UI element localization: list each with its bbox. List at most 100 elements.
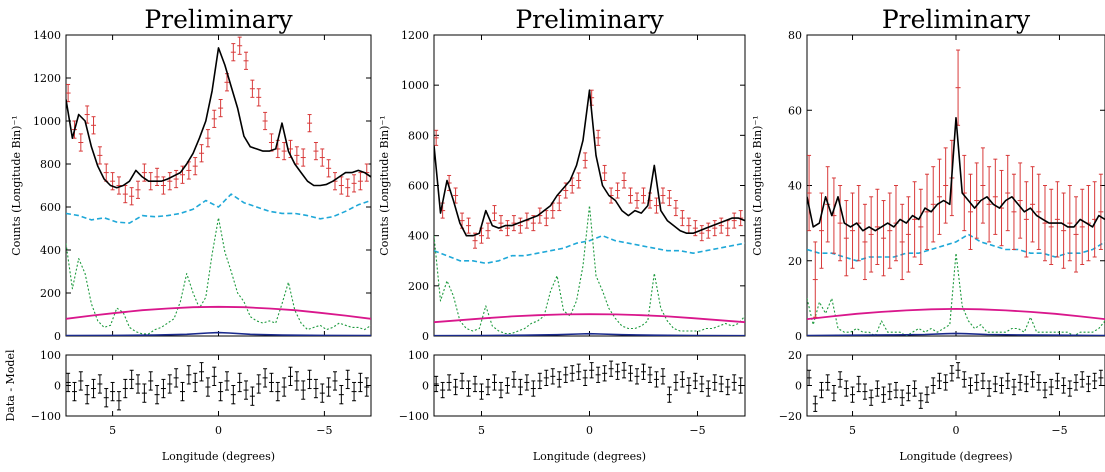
residual-point	[332, 371, 338, 391]
data-point	[453, 187, 459, 204]
component-curve	[807, 307, 1105, 320]
residual-point	[930, 377, 936, 394]
residual-point	[621, 362, 627, 379]
x-tick-label: −5	[689, 424, 705, 437]
data-point	[511, 215, 517, 232]
residual-point	[686, 377, 692, 394]
chart-panel-3: Preliminary 0 20 40 60 80 Counts (Longitude Bi…	[751, 5, 1105, 463]
data-point	[999, 169, 1005, 247]
residual-point	[936, 372, 942, 390]
data-point	[154, 167, 160, 186]
residual-point	[537, 372, 543, 390]
data-point	[725, 220, 731, 237]
data-point	[974, 162, 980, 239]
component-curve	[434, 234, 745, 265]
residual-point	[192, 372, 198, 393]
data-point	[628, 187, 634, 204]
residual-point	[179, 381, 185, 402]
residual-y-tick-label: 100	[408, 349, 429, 362]
total-model-curve	[807, 117, 1105, 232]
residual-point	[634, 368, 640, 385]
data-point	[313, 142, 319, 161]
data-point	[78, 133, 84, 152]
residual-point	[602, 365, 608, 382]
x-tick-label: 0	[215, 424, 222, 437]
plot-area	[807, 49, 1105, 336]
residual-point	[679, 371, 685, 388]
residual-point	[1005, 372, 1011, 390]
data-point	[640, 187, 646, 204]
residual-point	[1023, 375, 1029, 393]
data-point	[122, 185, 128, 204]
x-tick-label: −5	[316, 424, 332, 437]
component-curve	[434, 205, 745, 335]
residual-point	[326, 377, 332, 397]
residual-point	[275, 381, 281, 402]
residual-point	[218, 381, 224, 402]
residual-y-axis-label: Data - Model	[4, 349, 17, 422]
plot-area	[66, 36, 371, 336]
residual-point	[831, 385, 837, 402]
y-tick-label: 400	[40, 244, 61, 257]
residual-y-tick-label: 0	[422, 380, 429, 393]
data-point	[1005, 154, 1011, 232]
data-point	[1061, 192, 1067, 269]
data-point	[243, 51, 249, 70]
data-point	[199, 144, 205, 163]
data-point	[936, 158, 942, 235]
residual-frame	[806, 354, 1105, 417]
plot-frame	[806, 34, 1105, 337]
data-point	[192, 157, 198, 176]
data-point	[1030, 166, 1036, 243]
residual-point	[243, 380, 249, 400]
residual-y-tick-label: −100	[31, 410, 61, 423]
residual-point	[530, 380, 536, 397]
residual-point	[692, 372, 698, 390]
residual-point	[967, 377, 973, 394]
residual-point	[569, 365, 575, 382]
component-curve	[66, 331, 371, 336]
residual-point	[1061, 377, 1067, 394]
data-point	[300, 148, 306, 167]
residual-point	[818, 381, 824, 399]
residual-frame	[433, 354, 746, 417]
y-tick-label: 80	[788, 29, 802, 42]
data-point	[517, 217, 523, 234]
residual-point	[205, 377, 211, 397]
y-tick-label: 1400	[33, 29, 61, 42]
data-point	[116, 176, 122, 195]
data-point	[211, 109, 217, 128]
data-point	[899, 203, 905, 281]
data-point	[887, 192, 893, 269]
data-point	[660, 187, 666, 204]
data-point	[167, 172, 173, 191]
data-point	[262, 111, 268, 131]
data-point	[351, 174, 357, 193]
data-point	[1079, 188, 1085, 266]
data-point	[543, 210, 549, 227]
residual-point	[479, 383, 485, 400]
data-point	[634, 192, 640, 209]
data-point	[576, 172, 582, 189]
data-point	[294, 146, 300, 165]
data-point	[1023, 181, 1029, 258]
x-axis-label: Longitude (degrees)	[899, 450, 1012, 463]
data-point	[807, 154, 812, 232]
residual-point	[262, 368, 268, 388]
residual-point	[141, 383, 147, 403]
residual-point	[440, 381, 446, 399]
residual-point	[1092, 372, 1098, 390]
residual-point	[653, 371, 659, 388]
residual-point	[186, 365, 192, 385]
residual-point	[556, 371, 562, 388]
y-tick-label: 1200	[33, 72, 61, 85]
residual-point	[459, 372, 465, 390]
data-point	[319, 148, 325, 167]
data-point	[582, 152, 588, 169]
residual-point	[173, 368, 179, 388]
data-point	[930, 166, 936, 243]
y-tick-label: 200	[408, 280, 429, 293]
residual-y-tick-label: 20	[788, 349, 802, 362]
residual-point	[288, 366, 294, 386]
data-point	[673, 200, 679, 217]
